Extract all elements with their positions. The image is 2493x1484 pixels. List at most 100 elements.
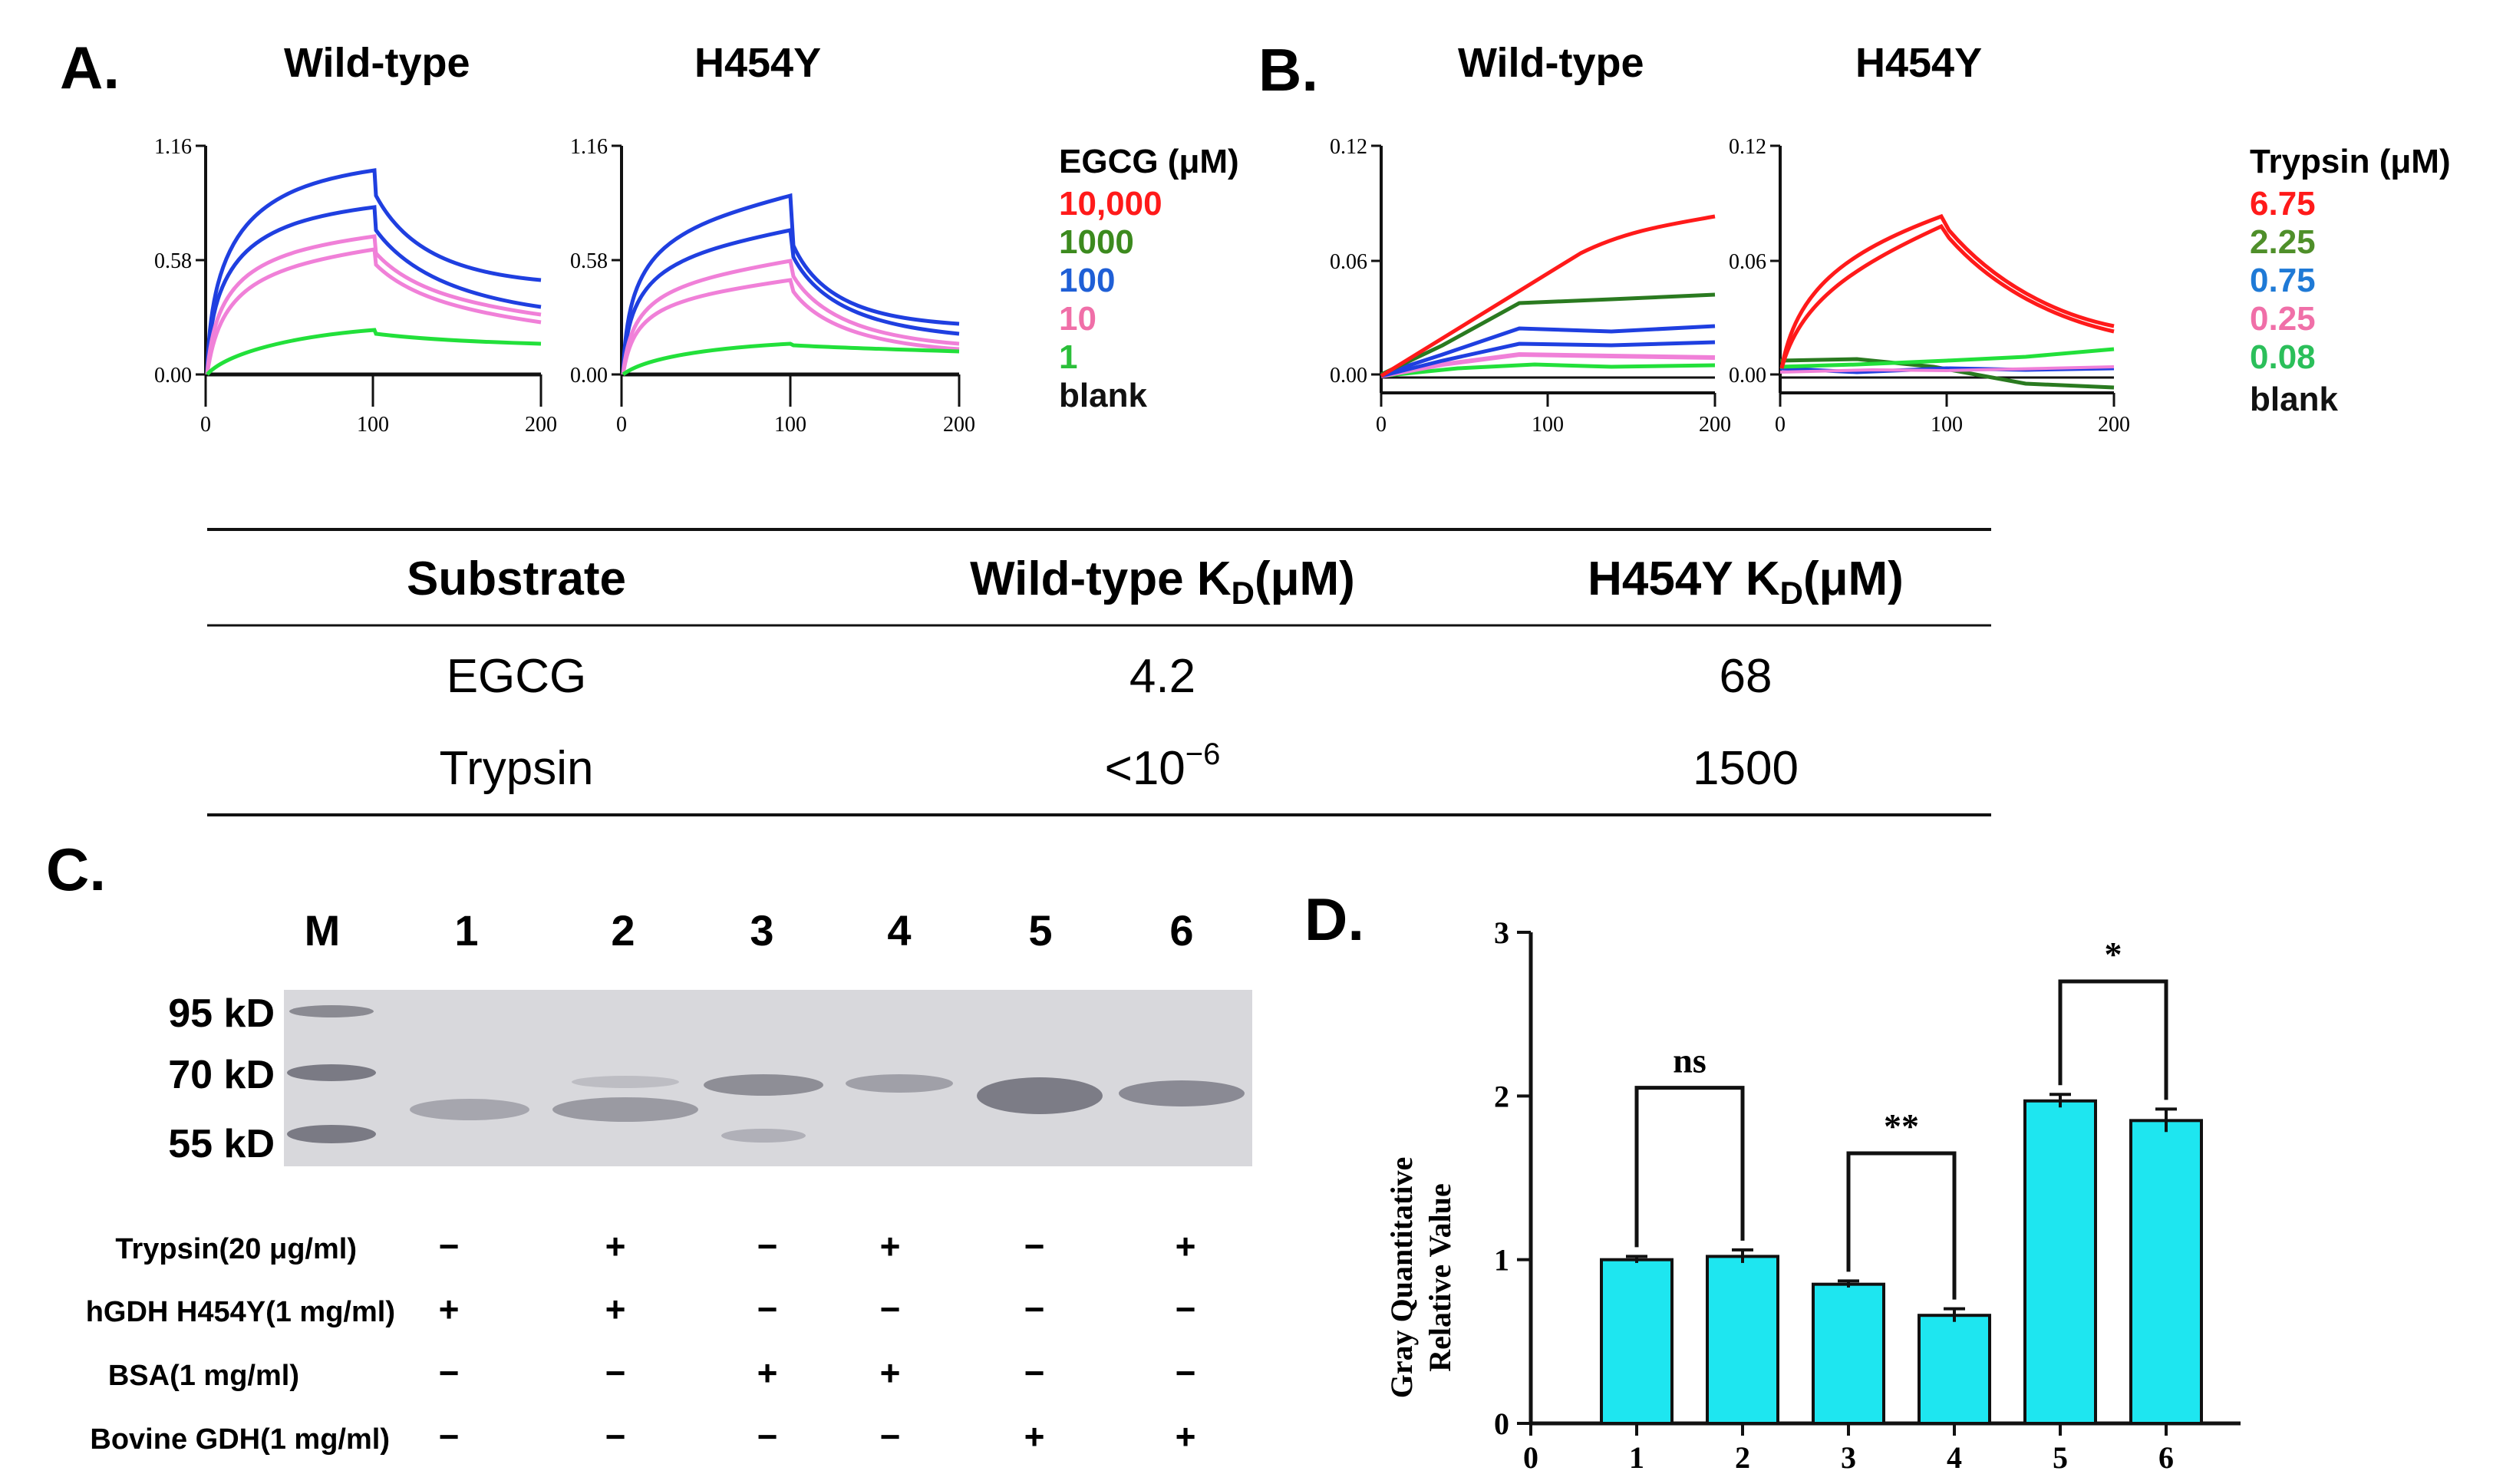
condition-label: Bovine GDH(1 mg/ml) <box>90 1423 390 1456</box>
legend-a-item: 100 <box>1059 262 1115 299</box>
condition-sign: − <box>1024 1289 1045 1329</box>
condition-sign: + <box>605 1289 626 1329</box>
y-tick: 0.00 <box>154 364 192 387</box>
condition-sign: − <box>439 1226 460 1266</box>
legend-a-item: 1 <box>1059 338 1077 376</box>
panel-a-title-h454y: H454Y <box>694 40 821 86</box>
curve-1 <box>206 328 542 376</box>
x-tick: 200 <box>943 413 975 437</box>
curve-0.08 <box>1779 347 2115 369</box>
condition-sign: + <box>880 1226 901 1266</box>
condition-sign: − <box>605 1416 626 1456</box>
x-tick: 100 <box>1532 413 1564 437</box>
y-tick: 0.58 <box>570 249 608 273</box>
x-tick: 0 <box>616 413 627 437</box>
x-tick-label: 0 <box>1523 1440 1538 1475</box>
condition-sign: − <box>757 1226 778 1266</box>
lane-label: 4 <box>887 906 911 955</box>
curve-2.25 <box>1380 292 1716 377</box>
panel-a-title-wildtype: Wild-type <box>284 40 470 86</box>
curve-0.75b <box>1380 324 1716 377</box>
curve-6.75 <box>1380 214 1716 378</box>
significance-label: * <box>2105 935 2122 974</box>
table-cell: EGCG <box>447 650 587 703</box>
condition-label: BSA(1 mg/ml) <box>108 1360 299 1392</box>
legend-b-item: 0.25 <box>2250 300 2316 338</box>
curve-0.25 <box>1380 351 1716 378</box>
marker-band <box>287 1125 376 1143</box>
x-tick: 100 <box>1931 413 1963 437</box>
condition-sign: + <box>1024 1416 1045 1456</box>
lane-label: 3 <box>750 906 773 955</box>
bar <box>1918 1314 1991 1425</box>
curve-100 <box>621 259 960 375</box>
condition-label: Trypsin(20 μg/ml) <box>115 1233 357 1265</box>
x-tick: 100 <box>774 413 806 437</box>
plot-a-h454y: 1.16 0.58 0.00 0 100 200 <box>570 135 975 437</box>
condition-sign: − <box>605 1353 626 1393</box>
bars <box>1600 1093 2203 1426</box>
y-tick: 0.00 <box>1330 364 1367 387</box>
curve-0.08 <box>1380 362 1716 378</box>
significance-bracket <box>1846 1151 1957 1300</box>
y-tick: 0.06 <box>1729 250 1766 274</box>
x-ticks: 0 1 2 3 4 5 6 <box>1523 1423 2174 1475</box>
legend-b-item: 2.25 <box>2250 223 2316 261</box>
panel-a-label: A. <box>60 34 120 101</box>
legend-a-item: blank <box>1059 377 1147 414</box>
legend-b-item: blank <box>2250 381 2338 418</box>
legend-b-title: Trypsin (μM) <box>2250 143 2451 180</box>
y-ticks: 0 1 2 3 <box>1494 915 1531 1441</box>
table-cell: 4.2 <box>1129 650 1195 703</box>
condition-label: hGDH H454Y(1 mg/ml) <box>86 1296 395 1328</box>
y-tick-label: 0 <box>1494 1407 1509 1441</box>
x-tick-label: 1 <box>1629 1440 1644 1475</box>
plot-a-wildtype: 1.16 0.58 0.00 0 100 200 <box>154 135 557 437</box>
x-tick: 200 <box>2098 413 2130 437</box>
table-header-substrate: Substrate <box>407 552 626 605</box>
condition-table: Trypsin(20 μg/ml) hGDH H454Y(1 mg/ml) BS… <box>86 1226 1196 1456</box>
condition-sign: − <box>757 1416 778 1456</box>
curve-1000 <box>205 205 542 375</box>
curve-6.75b <box>1779 223 2115 369</box>
y-tick-label: 2 <box>1494 1079 1509 1113</box>
y-tick: 0.00 <box>570 364 608 387</box>
x-tick-label: 5 <box>2053 1440 2068 1475</box>
x-tick-label: 3 <box>1841 1440 1856 1475</box>
condition-sign: + <box>439 1289 460 1329</box>
significance-label: ** <box>1884 1106 1919 1146</box>
gel-band <box>572 1076 679 1088</box>
condition-sign: − <box>1176 1289 1196 1329</box>
condition-sign: − <box>439 1353 460 1393</box>
legend-b-item: 6.75 <box>2250 185 2316 223</box>
plot-b-h454y: 0.12 0.06 0.00 0 100 200 <box>1729 135 2130 437</box>
y-tick: 0.12 <box>1330 135 1367 159</box>
lane-label: 6 <box>1169 906 1193 955</box>
bar <box>2023 1099 2097 1425</box>
condition-sign: + <box>880 1353 901 1393</box>
y-tick: 0.58 <box>154 249 192 273</box>
bar <box>1706 1255 1779 1426</box>
condition-sign: + <box>605 1226 626 1266</box>
legend-b-item: 0.75 <box>2250 262 2316 299</box>
condition-signs: − + − + − + + + − − − − − − + + − − − − − − + + <box>439 1226 1196 1456</box>
sds-page-gel <box>284 990 1252 1166</box>
curve-10 <box>621 278 960 375</box>
curve-10000 <box>205 168 542 375</box>
marker-band <box>287 1064 376 1081</box>
plot-b-wildtype: 0.12 0.06 0.00 0 100 200 <box>1330 135 1731 437</box>
curve-10000 <box>621 193 960 375</box>
lane-labels: M 1 2 3 4 5 6 <box>305 906 1194 955</box>
marker-labels: 95 kD 70 kD 55 kD <box>168 991 275 1166</box>
table-cell-exponent: <10−6 <box>1105 737 1221 795</box>
x-tick: 100 <box>357 413 389 437</box>
legend-a-item: 1000 <box>1059 223 1134 261</box>
y-tick-label: 1 <box>1494 1243 1509 1278</box>
legend-b-item: 0.08 <box>2250 338 2316 376</box>
marker-label: 55 kD <box>168 1122 275 1166</box>
kd-table: Substrate Wild-type KD(μM) H454Y KD(μM) … <box>207 528 1991 816</box>
table-cell: 1500 <box>1693 742 1799 795</box>
y-tick: 0.12 <box>1729 135 1766 159</box>
x-tick: 200 <box>525 413 557 437</box>
